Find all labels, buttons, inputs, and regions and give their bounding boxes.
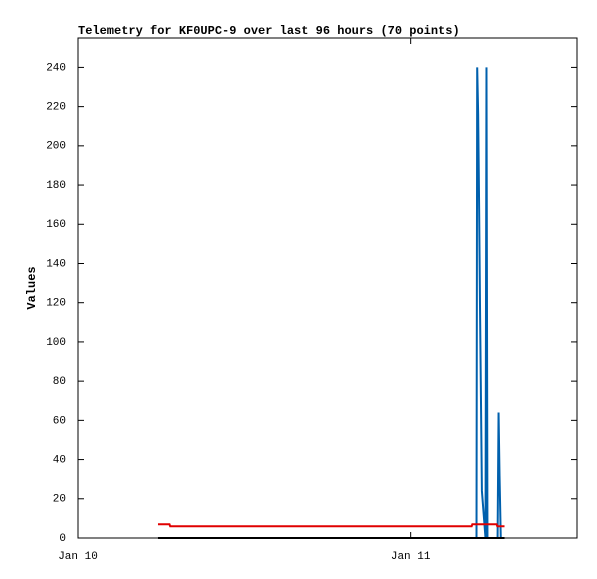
x-tick-label: Jan 10 [58, 551, 98, 563]
y-tick-label: 140 [46, 258, 66, 270]
y-tick-label: 180 [46, 180, 66, 192]
x-tick-label: Jan 11 [391, 551, 431, 563]
y-tick-label: 160 [46, 219, 66, 231]
series-line [475, 67, 502, 539]
y-tick-label: 240 [46, 62, 66, 74]
y-axis-label: Values [25, 266, 39, 309]
y-tick-label: 100 [46, 337, 66, 349]
y-tick-label: 40 [53, 454, 66, 466]
y-tick-label: 20 [53, 494, 66, 506]
y-tick-label: 220 [46, 102, 66, 114]
y-tick-label: 200 [46, 141, 66, 153]
y-tick-label: 60 [53, 415, 66, 427]
y-tick-label: 80 [53, 376, 66, 388]
chart-title: Telemetry for KF0UPC-9 over last 96 hour… [78, 24, 460, 38]
y-tick-label: 0 [59, 533, 66, 545]
plot-frame [77, 37, 578, 539]
y-tick-label: 120 [46, 298, 66, 310]
series-line [157, 523, 505, 528]
